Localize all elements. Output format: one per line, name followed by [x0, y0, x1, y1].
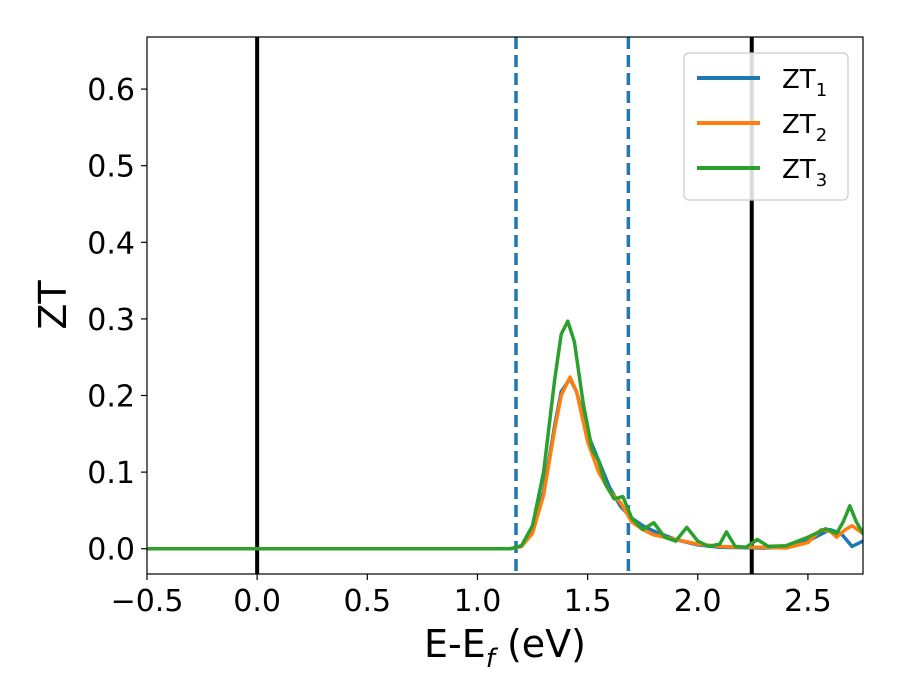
y-tick-label: 0.6: [87, 73, 135, 108]
y-tick-label: 0.5: [87, 150, 135, 185]
x-axis-label-main: E-E: [424, 622, 486, 666]
y-tick-label: 0.2: [87, 380, 135, 415]
y-tick-label: 0.3: [87, 303, 135, 338]
legend-entry-name: ZT: [782, 65, 816, 95]
legend-entry-name: ZT: [782, 110, 816, 140]
series-line-zt1: [147, 376, 863, 551]
legend-entry-subscript: 1: [816, 80, 827, 101]
y-axis-label: ZT: [31, 280, 75, 330]
x-tick-label: 1.5: [564, 584, 612, 619]
legend-entry-subscript: 3: [816, 170, 827, 191]
legend-box: [683, 52, 849, 201]
series-line-zt3: [147, 319, 863, 551]
legend-entry-3: ZT3: [782, 155, 827, 191]
y-tick-label: 0.4: [87, 226, 135, 261]
legend-entry-2: ZT2: [782, 110, 827, 146]
series-line-zt2: [147, 375, 863, 551]
legend-entry-name: ZT: [782, 155, 816, 185]
y-tick-label: 0.0: [87, 533, 135, 568]
x-tick-label: 0.5: [343, 584, 391, 619]
x-tick-label: 0.0: [233, 584, 281, 619]
x-tick-label: −0.5: [111, 584, 184, 619]
x-axis-label-units: (eV): [495, 622, 586, 666]
x-tick-label: 2.5: [784, 584, 832, 619]
plot-frame: [146, 36, 864, 575]
x-axis-label: E-Ef (eV): [424, 622, 586, 674]
y-tick-label: 0.1: [87, 456, 135, 491]
x-tick-label: 2.0: [674, 584, 722, 619]
legend-entry-subscript: 2: [816, 125, 827, 146]
x-tick-label: 1.0: [454, 584, 502, 619]
legend-entry-1: ZT1: [782, 65, 827, 101]
axes: −0.5 0.0 0.5 1.0 1.5 2.0 2.5 0.0 0.1 0.2 0.3 0.4 0.5…: [87, 36, 864, 619]
